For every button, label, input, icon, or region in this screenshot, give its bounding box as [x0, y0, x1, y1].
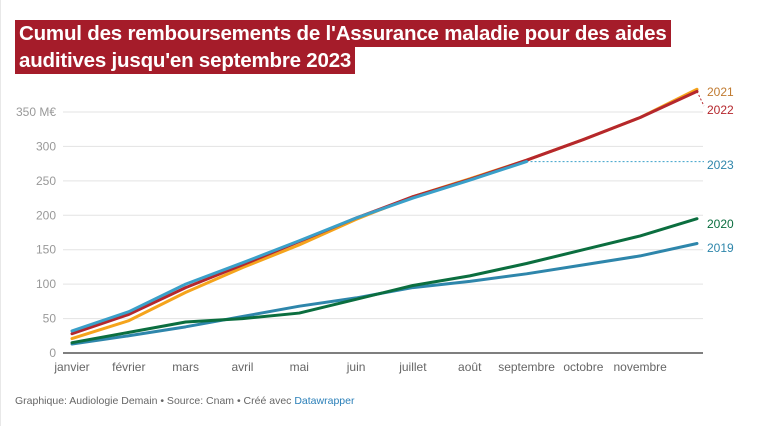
y-tick-label: 300: [36, 139, 56, 153]
y-tick-label: 0: [49, 346, 56, 360]
chart-title-line2: auditives jusqu'en septembre 2023: [15, 47, 356, 74]
y-tick-label: 250: [36, 174, 56, 188]
x-tick-label: janvier: [53, 360, 89, 374]
y-tick-label: 200: [36, 208, 56, 222]
y-tick-label: 100: [36, 277, 56, 291]
x-tick-label: novembre: [613, 360, 667, 374]
footer: Graphique: Audiologie Demain • Source: C…: [15, 395, 354, 407]
series-label-2022: 2022: [707, 103, 734, 117]
y-tick-label: 350 M€: [16, 105, 56, 119]
series-label-2020: 2020: [707, 217, 734, 231]
x-tick-label: octobre: [563, 360, 603, 374]
footer-credit: Graphique: Audiologie Demain • Source: C…: [15, 395, 295, 407]
x-tick-label: août: [458, 360, 482, 374]
series-label-2019: 2019: [707, 241, 734, 255]
x-tick-label: juin: [346, 360, 366, 374]
y-tick-label: 50: [43, 312, 57, 326]
x-tick-label: mai: [290, 360, 309, 374]
x-tick-label: mars: [172, 360, 199, 374]
x-tick-label: septembre: [498, 360, 555, 374]
series-line-2021: [70, 87, 699, 341]
series-label-2023: 2023: [707, 158, 734, 172]
x-tick-label: avril: [231, 360, 253, 374]
series-label-2021: 2021: [707, 85, 734, 99]
series-line-2023: [70, 160, 529, 333]
series-line-2022: [70, 89, 699, 336]
x-tick-label: février: [112, 360, 145, 374]
chart-title-line1: Cumul des remboursements de l'Assurance …: [15, 20, 671, 47]
y-tick-label: 150: [36, 243, 56, 257]
series-connector-2022: [696, 91, 705, 107]
x-tick-label: juillet: [398, 360, 427, 374]
datawrapper-link[interactable]: Datawrapper: [294, 395, 355, 407]
series-line-2020: [70, 217, 699, 345]
